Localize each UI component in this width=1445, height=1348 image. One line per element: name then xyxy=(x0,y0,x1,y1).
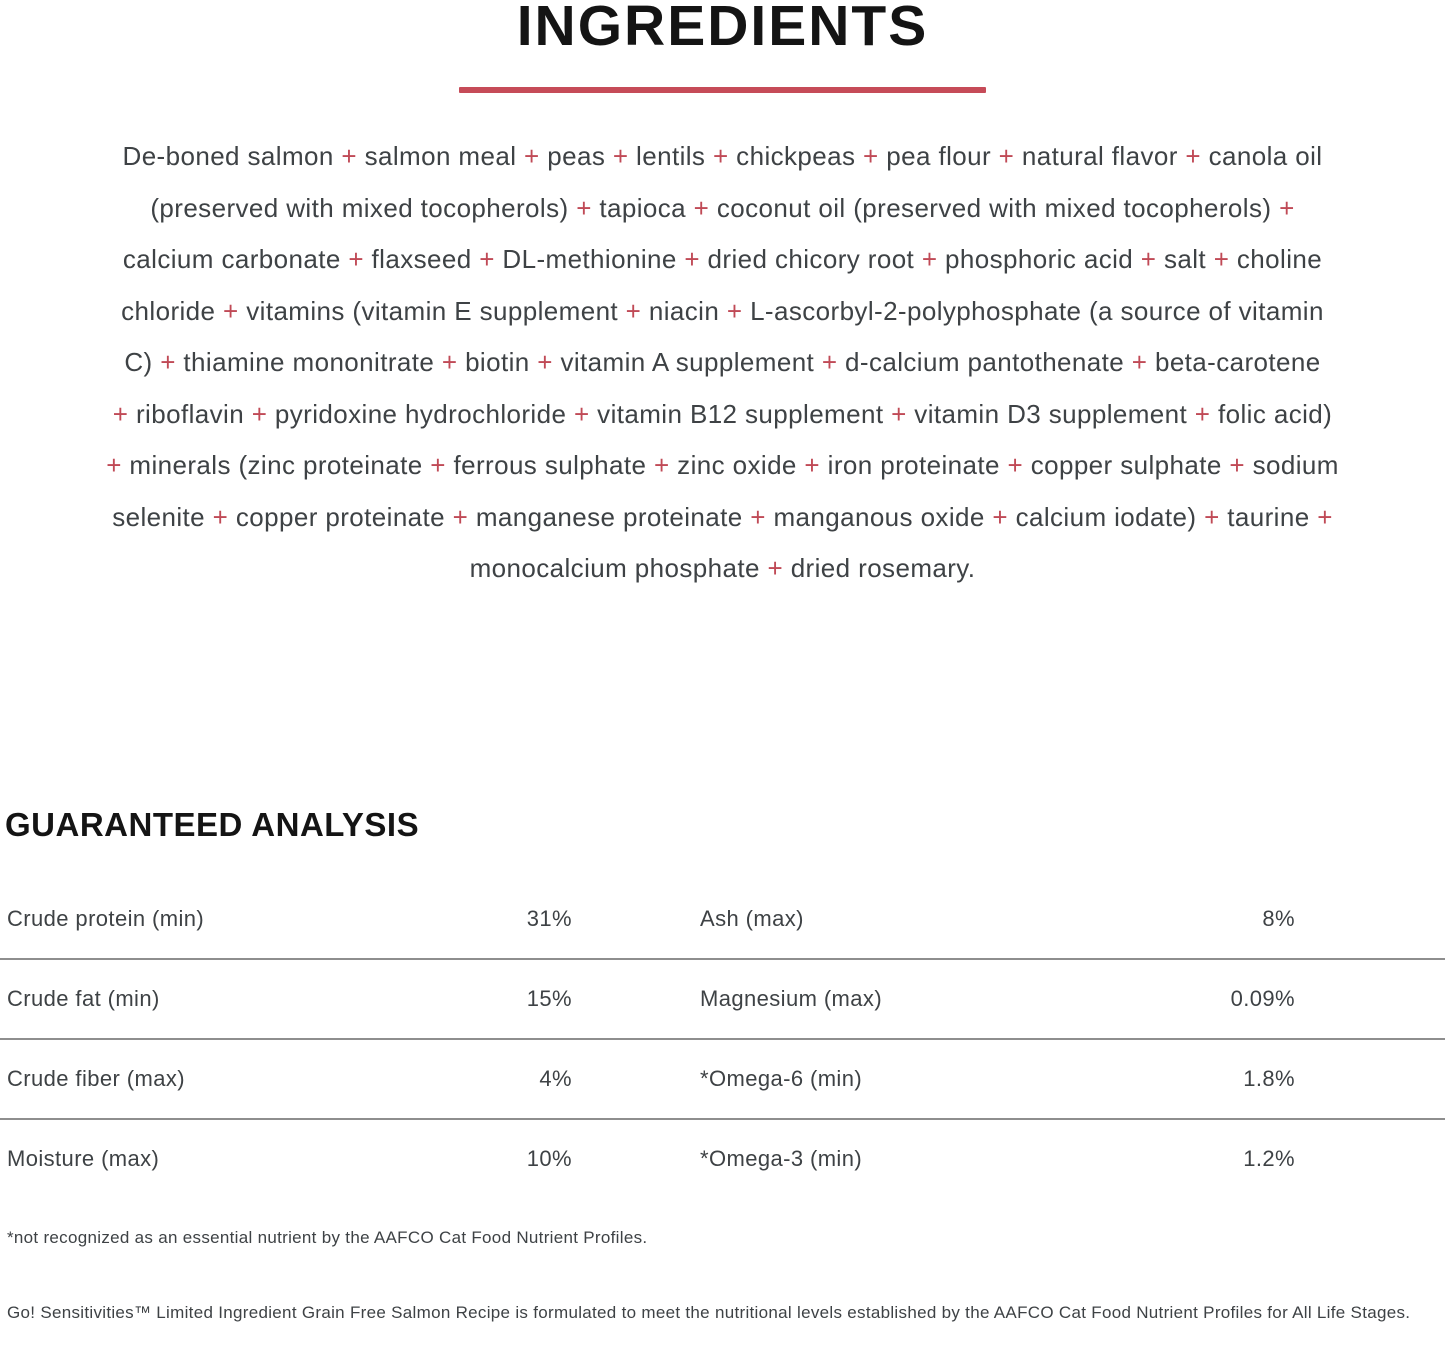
nutrient-label: Moisture (max) xyxy=(7,1145,160,1171)
nutrient-label: *Omega-6 (min) xyxy=(700,1065,863,1091)
plus-separator: + xyxy=(212,501,229,532)
heading-underline-rule xyxy=(459,87,986,93)
nutrient-value: 8% xyxy=(1262,905,1295,931)
nutrient-value: 31% xyxy=(526,905,572,931)
plus-separator: + xyxy=(1185,141,1201,171)
plus-separator: + xyxy=(112,398,129,429)
plus-separator: + xyxy=(576,192,592,223)
aafco-statement: Go! Sensitivities™ Limited Ingredient Gr… xyxy=(7,1302,1411,1322)
nutrient-label: Crude protein (min) xyxy=(7,905,205,931)
nutrient-label: *Omega-3 (min) xyxy=(700,1145,863,1171)
plus-separator: + xyxy=(573,398,590,429)
nutrient-label: Ash (max) xyxy=(700,905,804,931)
plus-separator: + xyxy=(712,141,729,171)
plus-separator: + xyxy=(921,244,938,274)
plus-separator: + xyxy=(992,501,1008,532)
plus-separator: + xyxy=(653,450,670,480)
plus-separator: + xyxy=(106,450,122,480)
table-row: Crude protein (min) 31% Ash (max) 8% xyxy=(0,880,1445,960)
plus-separator: + xyxy=(341,141,357,171)
table-row: Moisture (max) 10% *Omega-3 (min) 1.2% xyxy=(0,1120,1445,1198)
aafco-footnote: *not recognized as an essential nutrient… xyxy=(7,1227,648,1247)
ingredients-text: De-boned salmon + salmon meal + peas + l… xyxy=(106,141,1339,583)
plus-separator: + xyxy=(1131,347,1148,377)
table-row: Crude fiber (max) 4% *Omega-6 (min) 1.8% xyxy=(0,1040,1445,1120)
ingredients-section: INGREDIENTS De-boned salmon + salmon mea… xyxy=(0,0,1445,595)
nutrient-label: Crude fat (min) xyxy=(7,985,160,1011)
plus-separator: + xyxy=(1194,398,1211,429)
plus-separator: + xyxy=(821,347,838,377)
ingredients-heading: INGREDIENTS xyxy=(516,0,929,58)
plus-separator: + xyxy=(863,141,879,171)
plus-separator: + xyxy=(1140,244,1157,274)
column-spacer xyxy=(572,1147,700,1171)
nutrient-value: 15% xyxy=(526,985,572,1011)
plus-separator: + xyxy=(430,450,446,480)
plus-separator: + xyxy=(479,244,495,274)
plus-separator: + xyxy=(750,501,766,532)
nutrient-value: 1.8% xyxy=(1243,1065,1295,1091)
column-spacer xyxy=(572,1067,700,1091)
table-row: Crude fat (min) 15% Magnesium (max) 0.09% xyxy=(0,960,1445,1040)
nutrient-label: Crude fiber (max) xyxy=(7,1065,185,1091)
column-spacer xyxy=(572,907,700,931)
guaranteed-analysis-heading: GUARANTEED ANALYSIS xyxy=(5,805,420,843)
plus-separator: + xyxy=(1213,244,1230,274)
plus-separator: + xyxy=(693,192,710,223)
plus-separator: + xyxy=(537,347,553,377)
guaranteed-analysis-section: GUARANTEED ANALYSIS Crude protein (min) 3… xyxy=(0,805,1445,1248)
plus-separator: + xyxy=(998,141,1015,171)
guaranteed-analysis-table: Crude protein (min) 31% Ash (max) 8% Crude f… xyxy=(0,880,1445,1198)
plus-separator: + xyxy=(767,553,784,583)
plus-separator: + xyxy=(348,244,364,274)
nutrient-label: Magnesium (max) xyxy=(700,985,883,1011)
plus-separator: + xyxy=(726,295,743,326)
plus-separator: + xyxy=(1317,501,1333,532)
plus-separator: + xyxy=(804,450,821,480)
plus-separator: + xyxy=(223,295,239,326)
plus-separator: + xyxy=(891,398,907,429)
nutrient-value: 1.2% xyxy=(1243,1145,1295,1171)
plus-separator: + xyxy=(452,501,469,532)
plus-separator: + xyxy=(441,347,458,377)
plus-separator: + xyxy=(1229,450,1245,480)
plus-separator: + xyxy=(160,347,176,377)
column-spacer xyxy=(572,987,700,1011)
plus-separator: + xyxy=(625,295,642,326)
plus-separator: + xyxy=(1204,501,1220,532)
plus-separator: + xyxy=(524,141,540,171)
plus-separator: + xyxy=(612,141,629,171)
nutrient-value: 4% xyxy=(539,1065,572,1091)
nutrient-value: 0.09% xyxy=(1230,985,1295,1011)
plus-separator: + xyxy=(1279,192,1295,223)
plus-separator: + xyxy=(251,398,268,429)
plus-separator: + xyxy=(684,244,700,274)
nutrient-value: 10% xyxy=(526,1145,572,1171)
plus-separator: + xyxy=(1007,450,1024,480)
